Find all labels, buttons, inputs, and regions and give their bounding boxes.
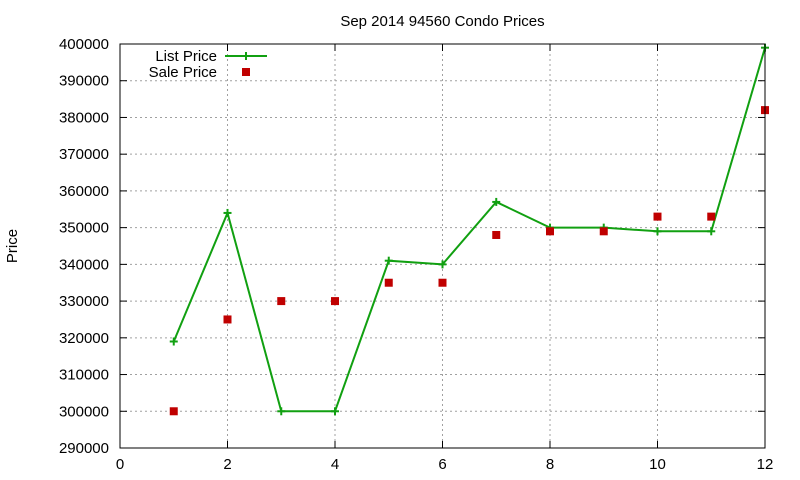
legend-swatch-sale-price <box>242 68 250 76</box>
y-tick-label: 310000 <box>59 367 109 384</box>
list-price-point <box>653 227 662 236</box>
sale-price-point <box>277 297 286 306</box>
y-tick-label: 290000 <box>59 440 109 457</box>
sale-price-point <box>223 315 232 324</box>
list-price-point <box>169 337 178 346</box>
x-tick-label: 2 <box>223 456 231 473</box>
x-tick-label: 12 <box>757 456 774 473</box>
legend-label-sale-price: Sale Price <box>149 64 217 81</box>
x-tick-label: 8 <box>546 456 554 473</box>
y-tick-label: 360000 <box>59 183 109 200</box>
sale-price-point <box>169 407 178 416</box>
sale-price-point <box>707 212 716 221</box>
x-tick-label: 6 <box>438 456 446 473</box>
sale-price-point <box>438 278 447 287</box>
list-price-point <box>438 260 447 269</box>
x-tick-label: 0 <box>116 456 124 473</box>
legend-square <box>242 68 250 76</box>
list-price-point <box>223 208 232 217</box>
y-tick-label: 370000 <box>59 146 109 163</box>
list-price-point <box>384 256 393 265</box>
y-tick-label: 400000 <box>59 36 109 53</box>
chart-title: Sep 2014 94560 Condo Prices <box>340 13 544 30</box>
y-tick-label: 320000 <box>59 330 109 347</box>
series <box>169 43 769 416</box>
y-tick-label: 340000 <box>59 256 109 273</box>
list-price-point <box>492 197 501 206</box>
y-tick-label: 380000 <box>59 109 109 126</box>
x-tick-label: 10 <box>649 456 666 473</box>
grid <box>120 44 765 448</box>
sale-price-point <box>384 278 393 287</box>
legend-swatch-list-price <box>225 52 267 60</box>
legend: List Price Sale Price <box>149 48 267 81</box>
legend-label-list-price: List Price <box>155 48 217 65</box>
sale-price-point <box>546 227 554 236</box>
y-tick-label: 350000 <box>59 220 109 237</box>
sale-price-point <box>653 212 662 221</box>
list-price-point <box>277 407 286 416</box>
list-price-point <box>331 407 339 416</box>
sale-price-point <box>492 230 501 239</box>
tick-labels: 0 2 4 6 8 10 12 290000 300000 310000 320000 330000 3… <box>59 36 773 473</box>
sale-price-point <box>331 297 339 306</box>
sale-price-point <box>599 227 608 236</box>
y-axis-label: Price <box>4 229 21 263</box>
y-tick-label: 330000 <box>59 293 109 310</box>
y-tick-label: 390000 <box>59 73 109 90</box>
list-price-line <box>172 47 766 413</box>
list-price-point <box>707 227 716 236</box>
y-tick-label: 300000 <box>59 403 109 420</box>
plot-area-frame <box>119 43 766 449</box>
x-tick-label: 4 <box>331 456 339 473</box>
